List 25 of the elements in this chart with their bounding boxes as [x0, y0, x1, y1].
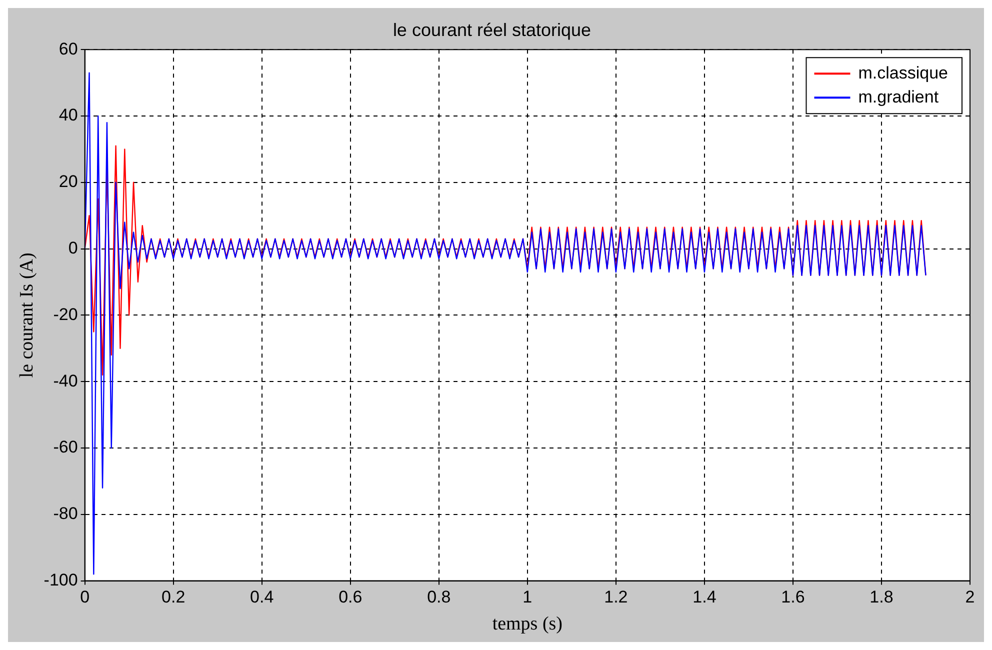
- x-tick-label: 0.4: [250, 588, 274, 607]
- x-tick-label: 1.2: [604, 588, 628, 607]
- x-tick-label: 0: [80, 588, 90, 607]
- x-tick-label: 1.6: [781, 588, 805, 607]
- legend-label: m.classique: [858, 63, 948, 82]
- x-tick-label: 2: [965, 588, 975, 607]
- y-tick-label: -40: [53, 371, 78, 390]
- y-tick-label: 0: [68, 238, 78, 258]
- y-tick-label: 40: [58, 106, 78, 125]
- y-tick-label: -80: [53, 504, 78, 524]
- x-tick-label: 1.8: [870, 588, 894, 607]
- y-tick-label: 60: [58, 39, 78, 58]
- y-tick-label: 20: [58, 172, 78, 192]
- x-tick-label: 0.6: [338, 588, 362, 607]
- legend-label: m.gradient: [858, 87, 939, 106]
- x-tick-label: 0.2: [162, 588, 186, 607]
- y-tick-label: -20: [53, 304, 78, 324]
- x-tick-label: 1: [522, 588, 532, 607]
- x-axis-title: temps (s): [492, 614, 563, 635]
- y-axis-title: le courant Is (A): [16, 252, 38, 378]
- chart-title: le courant réel statorique: [392, 20, 592, 40]
- y-tick-label: -100: [44, 570, 78, 590]
- x-tick-label: 1.4: [692, 588, 716, 607]
- x-tick-label: 0.8: [427, 588, 451, 607]
- y-tick-label: -60: [53, 438, 78, 457]
